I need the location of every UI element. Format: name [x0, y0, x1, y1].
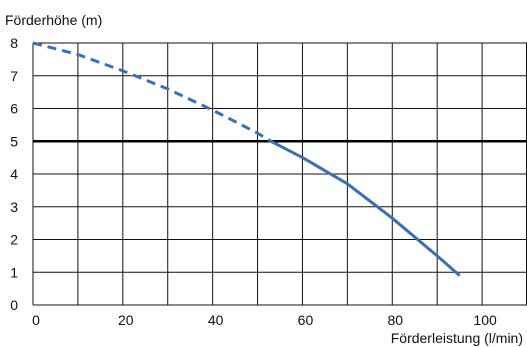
- curve-dashed-segment: [32, 41, 272, 143]
- x-tick-label: 0: [32, 312, 40, 328]
- y-tick-label: 0: [10, 297, 18, 313]
- y-tick-label: 4: [10, 166, 18, 182]
- grid: [32, 42, 527, 306]
- y-tick-label: 7: [10, 68, 18, 84]
- x-tick-label: 80: [387, 312, 403, 328]
- y-tick-label: 5: [10, 133, 18, 149]
- curve-solid-segment: [270, 139, 461, 277]
- x-tick-label: 60: [298, 312, 314, 328]
- y-tick-label: 2: [10, 232, 18, 248]
- y-axis-label: Förderhöhe (m): [5, 12, 102, 28]
- series-group: [32, 41, 461, 277]
- y-tick-label: 6: [10, 101, 18, 117]
- x-tick-label: 20: [118, 312, 134, 328]
- y-tick-label: 3: [10, 199, 18, 215]
- y-tick-label: 1: [10, 264, 18, 280]
- x-tick-label: 40: [208, 312, 224, 328]
- y-tick-label: 8: [10, 35, 18, 51]
- x-axis-label: Förderleistung (l/min): [391, 330, 523, 346]
- x-tick-label: 100: [473, 312, 497, 328]
